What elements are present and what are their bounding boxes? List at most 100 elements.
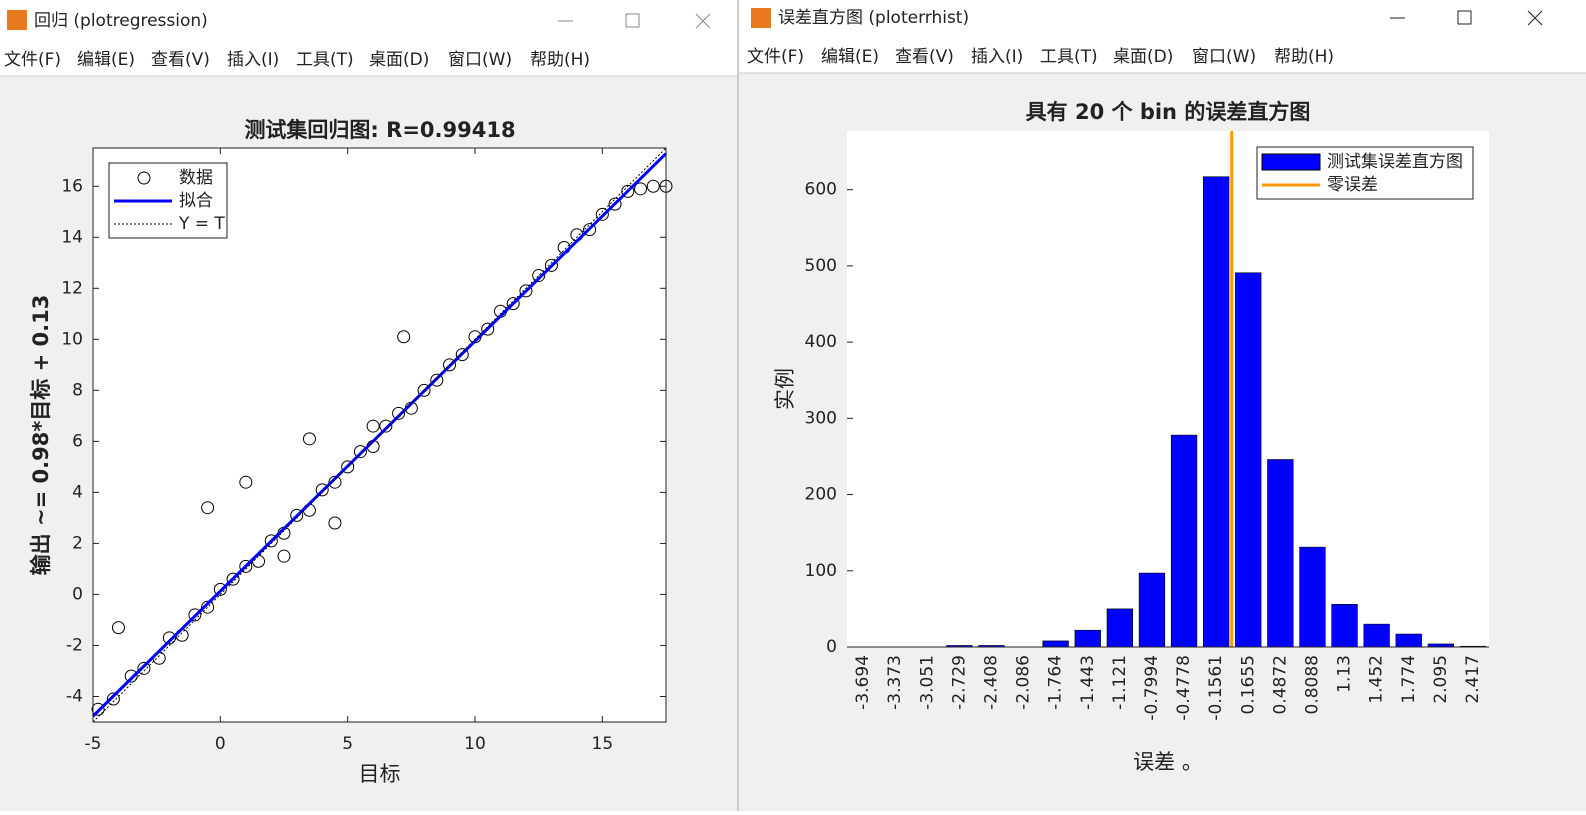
data-point — [328, 516, 342, 530]
menu-item[interactable]: 帮助(H) — [530, 50, 590, 70]
menu-item[interactable]: 窗口(W) — [448, 50, 512, 70]
menu-item[interactable]: 工具(T) — [1040, 47, 1098, 67]
data-point — [239, 559, 253, 573]
y-tick-label: 0 — [72, 584, 83, 604]
data-point — [366, 419, 380, 433]
bar — [1299, 546, 1326, 648]
x-tick-label: 10 — [464, 734, 486, 754]
bar — [1363, 623, 1390, 648]
y-tick-label: 8 — [72, 380, 83, 400]
data-point — [162, 631, 176, 645]
x-tick-label: -1.443 — [1078, 655, 1098, 710]
legend-label: Y = T — [178, 214, 225, 234]
bar — [1331, 604, 1358, 648]
menu-item[interactable]: 窗口(W) — [1192, 47, 1256, 67]
x-tick-label: 1.452 — [1367, 655, 1387, 704]
x-tick-label: -0.4778 — [1174, 655, 1194, 721]
x-tick-label: 0.4872 — [1270, 655, 1290, 714]
y-tick-label: 6 — [72, 431, 83, 451]
data-point — [583, 223, 597, 237]
identity-line — [92, 147, 667, 723]
x-tick-label: 1.13 — [1335, 655, 1355, 693]
y-tick-label: 12 — [61, 278, 83, 298]
bar — [1235, 272, 1262, 648]
data-point — [519, 284, 533, 298]
legend-label: 拟合 — [179, 191, 213, 211]
y-tick-label: 4 — [72, 482, 83, 502]
menu-item[interactable]: 编辑(E) — [77, 50, 135, 70]
data-point — [277, 549, 291, 563]
x-tick-label: -3.373 — [885, 655, 905, 710]
bar — [1042, 640, 1069, 648]
data-point — [481, 322, 495, 336]
data-point — [506, 297, 520, 311]
data-point — [106, 692, 120, 706]
menu-item[interactable]: 桌面(D) — [369, 50, 429, 70]
x-tick-label: -0.7994 — [1142, 655, 1162, 721]
bar — [1395, 633, 1422, 648]
y-tick-label: 400 — [805, 332, 837, 352]
y-tick-label: 0 — [826, 637, 837, 657]
bar — [1267, 459, 1294, 648]
menu-item[interactable]: 查看(V) — [895, 47, 954, 67]
data-point — [634, 182, 648, 196]
window-controls[interactable] — [1390, 10, 1543, 26]
menu-item[interactable]: 文件(F) — [747, 47, 804, 67]
data-point — [532, 269, 546, 283]
data-point — [443, 358, 457, 372]
menu-item[interactable]: 桌面(D) — [1113, 47, 1173, 67]
data-point — [201, 600, 215, 614]
y-tick-label: 300 — [805, 408, 837, 428]
data-point — [595, 207, 609, 221]
x-tick-label: -1.764 — [1046, 655, 1066, 710]
x-tick-label: -1.121 — [1110, 655, 1130, 710]
x-tick-label: 5 — [342, 734, 353, 754]
y-tick-label: 16 — [61, 176, 83, 196]
window-controls[interactable] — [558, 13, 711, 29]
data-point — [417, 383, 431, 397]
y-tick-label: 500 — [805, 256, 837, 276]
data-point — [213, 582, 227, 596]
data-point — [137, 661, 151, 675]
y-axis-label: 实例 — [773, 368, 797, 410]
y-tick-label: 2 — [72, 533, 83, 553]
menu-item[interactable]: 插入(I) — [227, 50, 279, 70]
x-tick-label: 15 — [592, 734, 614, 754]
x-tick-label: -0.1561 — [1206, 655, 1226, 721]
y-tick-label: -4 — [66, 686, 83, 706]
menu-item[interactable]: 文件(F) — [4, 50, 61, 70]
x-tick-label: -5 — [85, 734, 102, 754]
plot-area — [847, 131, 1489, 647]
menu-item[interactable]: 查看(V) — [151, 50, 210, 70]
x-tick-label: 0 — [215, 734, 226, 754]
legend-label: 数据 — [179, 168, 213, 188]
data-point — [392, 406, 406, 420]
x-tick-label: -2.086 — [1014, 655, 1034, 710]
bar — [1203, 176, 1230, 648]
y-axis-label: 输出 ~= 0.98*目标 + 0.13 — [29, 295, 53, 576]
data-point — [328, 475, 342, 489]
menu-item[interactable]: 插入(I) — [971, 47, 1023, 67]
data-point — [111, 621, 125, 635]
app-icon — [751, 8, 771, 28]
x-tick-label: 0.8088 — [1302, 655, 1322, 714]
data-point — [455, 348, 469, 362]
x-tick-label: -2.729 — [949, 655, 969, 710]
data-point — [315, 483, 329, 497]
data-point — [379, 419, 393, 433]
window-title: 误差直方图 (ploterrhist) — [778, 8, 969, 28]
app-icon — [7, 10, 27, 30]
menu-item[interactable]: 帮助(H) — [1274, 47, 1334, 67]
bar — [1170, 434, 1198, 648]
menu-item[interactable]: 工具(T) — [296, 50, 354, 70]
menu-item[interactable]: 编辑(E) — [821, 47, 879, 67]
y-tick-label: 600 — [805, 180, 837, 200]
data-point — [264, 534, 278, 548]
x-tick-label: 0.1655 — [1238, 655, 1258, 714]
x-axis-label: 目标 — [359, 762, 401, 786]
window-title: 回归 (plotregression) — [34, 11, 208, 31]
y-tick-label: -2 — [66, 635, 83, 655]
x-tick-label: -2.408 — [981, 655, 1001, 710]
